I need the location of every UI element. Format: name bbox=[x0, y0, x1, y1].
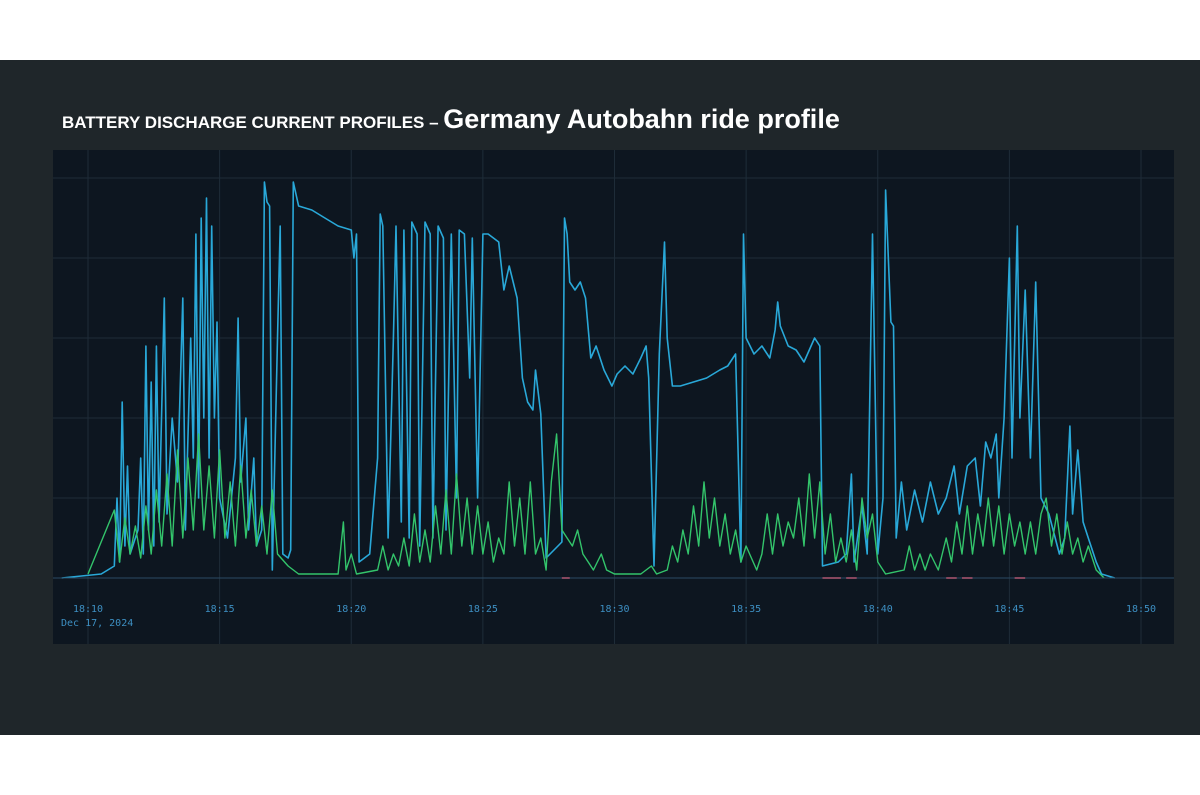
x-tick-label-3: 18:25 bbox=[468, 604, 498, 615]
x-tick-label-0: 18:10 bbox=[73, 604, 103, 615]
axis-layer: 18:10 18:15 18:20 18:25 18:30 18:35 18:40 18:45… bbox=[53, 577, 1174, 629]
title-main: Germany Autobahn ride profile bbox=[443, 104, 840, 134]
slide: BATTERY DISCHARGE CURRENT PROFILES – Ger… bbox=[0, 60, 1200, 735]
chart-panel: 18:10 18:15 18:20 18:25 18:30 18:35 18:40 18:45… bbox=[53, 150, 1174, 644]
title-lead: BATTERY DISCHARGE CURRENT PROFILES – bbox=[62, 113, 444, 132]
x-tick-label-6: 18:40 bbox=[863, 604, 893, 615]
x-tick-label-2: 18:20 bbox=[336, 604, 366, 615]
grid-layer bbox=[53, 150, 1174, 644]
series-line-1 bbox=[87, 433, 1105, 579]
series-line-0 bbox=[61, 181, 1115, 579]
x-tick-label-5: 18:35 bbox=[731, 604, 761, 615]
slide-title: BATTERY DISCHARGE CURRENT PROFILES – Ger… bbox=[62, 104, 840, 135]
x-tick-label-4: 18:30 bbox=[599, 604, 629, 615]
x-tick-label-7: 18:45 bbox=[994, 604, 1024, 615]
chart-plot: 18:10 18:15 18:20 18:25 18:30 18:35 18:40 18:45… bbox=[53, 150, 1174, 644]
x-tick-label-1: 18:15 bbox=[205, 604, 235, 615]
x-axis-date-label: Dec 17, 2024 bbox=[61, 618, 133, 629]
x-tick-label-8: 18:50 bbox=[1126, 604, 1156, 615]
